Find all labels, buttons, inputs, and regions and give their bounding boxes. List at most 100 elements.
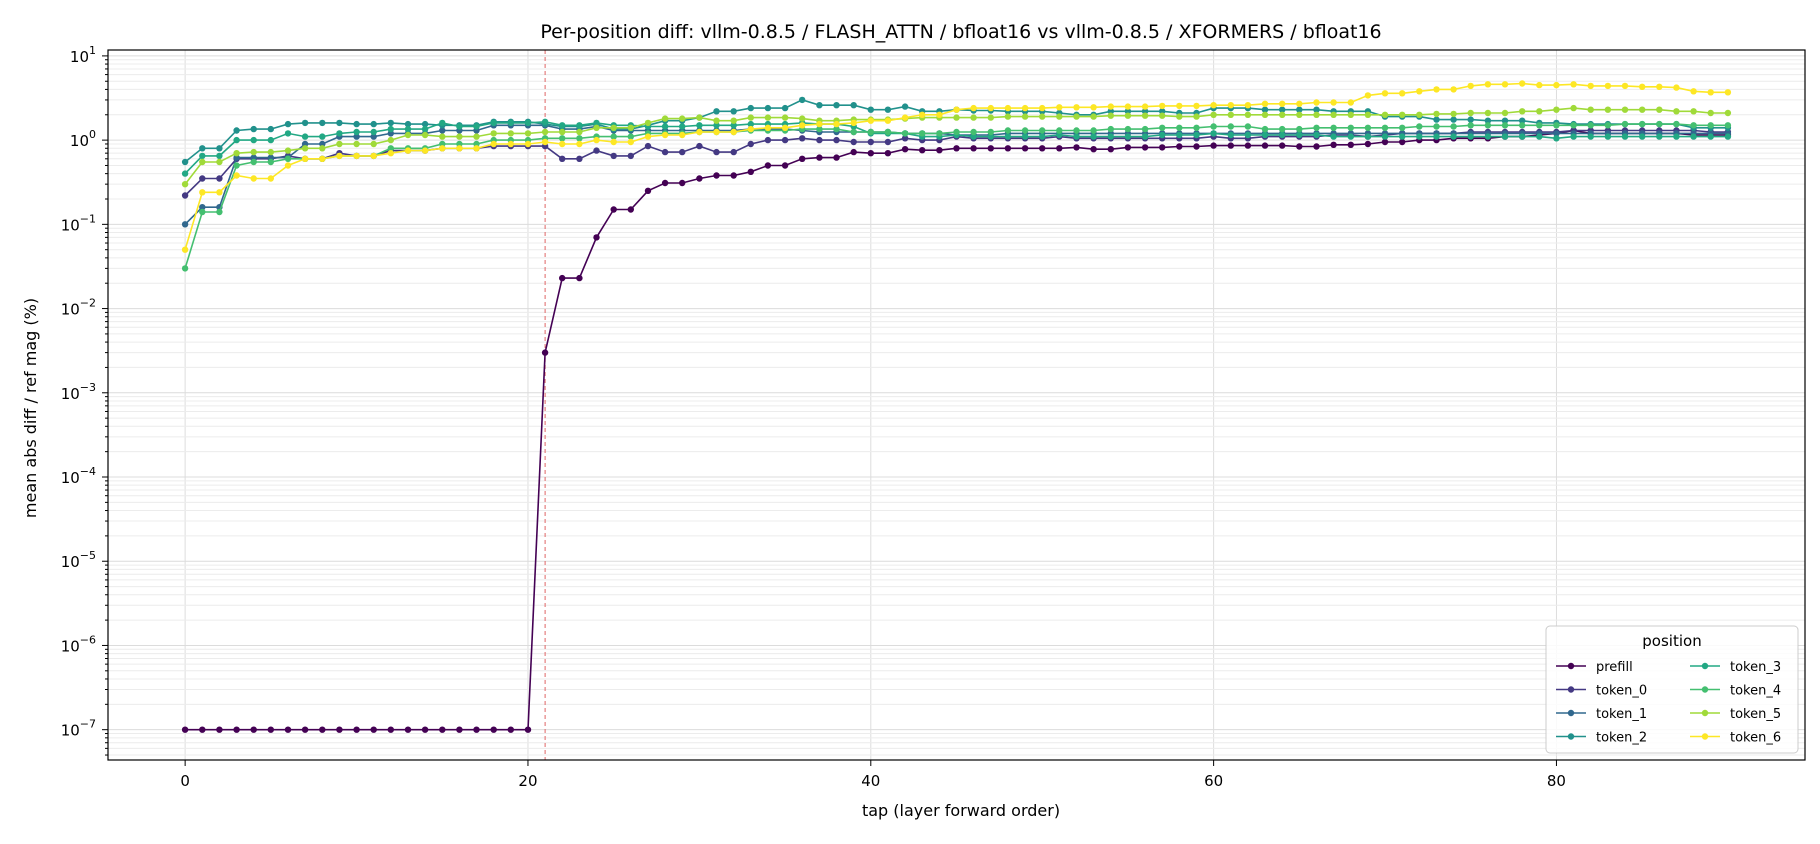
legend-item-token_4[interactable]: token_4 <box>1690 684 1781 699</box>
data-point <box>953 128 960 136</box>
data-point <box>284 162 292 169</box>
legend-item-token_3[interactable]: token_3 <box>1690 660 1781 675</box>
data-point <box>250 136 257 144</box>
data-point <box>1399 111 1406 119</box>
data-point <box>1107 108 1115 115</box>
data-point <box>1159 108 1166 115</box>
data-point <box>387 150 394 157</box>
data-point <box>1450 110 1457 118</box>
y-tick-label: 101 <box>70 44 96 66</box>
data-point <box>799 115 806 122</box>
data-point <box>1364 111 1372 119</box>
legend-marker <box>1567 662 1575 670</box>
legend-item-token_1[interactable]: token_1 <box>1556 707 1647 722</box>
data-point <box>267 175 274 182</box>
data-point <box>524 140 532 148</box>
data-point <box>353 133 360 140</box>
data-point <box>799 135 806 142</box>
data-point <box>644 187 652 194</box>
data-point <box>1279 125 1286 133</box>
y-tick-label: 10−6 <box>61 633 96 655</box>
data-point <box>1656 133 1663 140</box>
data-point <box>1381 138 1389 146</box>
data-point <box>1399 133 1406 140</box>
series-token_6 <box>181 80 1732 253</box>
data-point <box>284 130 292 137</box>
data-point <box>1604 106 1612 113</box>
data-point <box>1073 127 1080 134</box>
legend[interactable]: position prefill token_0 token_1 token_2 toke… <box>1545 625 1799 754</box>
data-point <box>507 726 514 733</box>
data-point <box>1399 124 1406 131</box>
data-point <box>284 120 292 128</box>
data-point <box>884 138 892 146</box>
data-point <box>987 128 994 136</box>
data-point <box>1159 102 1166 110</box>
data-point <box>1296 106 1303 113</box>
data-point <box>1039 104 1046 112</box>
data-point <box>1244 102 1252 109</box>
legend-item-token_2[interactable]: token_2 <box>1556 731 1647 746</box>
data-point <box>319 155 326 162</box>
data-point <box>1313 143 1320 150</box>
data-point <box>987 114 994 121</box>
data-point <box>1433 86 1440 93</box>
data-point <box>439 145 446 152</box>
data-point <box>1501 133 1509 140</box>
legend-label: token_0 <box>1596 684 1647 699</box>
data-point <box>884 117 892 124</box>
data-point <box>1090 113 1097 120</box>
data-point <box>610 138 617 146</box>
data-point <box>507 130 514 137</box>
data-point <box>1399 138 1406 146</box>
data-point <box>199 145 206 152</box>
y-tick-label: 10−1 <box>61 212 96 234</box>
data-point <box>1536 81 1543 89</box>
data-point <box>1587 82 1594 90</box>
data-point <box>336 726 343 733</box>
data-point <box>764 114 772 121</box>
data-point <box>353 152 360 160</box>
data-point <box>610 152 617 160</box>
legend-item-token_5[interactable]: token_5 <box>1690 707 1781 722</box>
data-point <box>610 133 617 140</box>
data-point <box>473 123 480 130</box>
data-point <box>1621 106 1629 113</box>
data-point <box>867 128 874 136</box>
y-tick-label: 10−4 <box>61 465 96 487</box>
data-point <box>370 140 377 148</box>
data-point <box>901 114 909 121</box>
data-point <box>1519 108 1526 115</box>
legend-item-token_0[interactable]: token_0 <box>1556 684 1647 699</box>
data-point <box>1141 103 1149 110</box>
data-point <box>421 726 429 733</box>
data-point <box>816 102 823 109</box>
x-tick-label: 80 <box>1547 772 1566 790</box>
data-point <box>679 115 686 122</box>
data-point <box>730 128 737 136</box>
data-point <box>576 155 583 162</box>
data-point <box>764 136 772 144</box>
data-point <box>1673 133 1680 140</box>
data-point <box>764 162 772 169</box>
legend-item-token_6[interactable]: token_6 <box>1690 731 1781 746</box>
data-point <box>1313 131 1320 139</box>
data-point <box>747 120 754 128</box>
legend-label: token_2 <box>1596 731 1647 746</box>
data-point <box>1159 124 1166 131</box>
legend-item-prefill[interactable]: prefill <box>1556 660 1633 675</box>
data-point <box>1433 116 1440 123</box>
data-point <box>267 136 274 144</box>
data-point <box>370 120 377 128</box>
series-prefill <box>181 127 1732 733</box>
data-point <box>216 189 223 196</box>
data-point <box>559 128 566 136</box>
data-point <box>1073 104 1080 111</box>
series-token_4 <box>181 120 1732 272</box>
data-point <box>1330 111 1337 119</box>
legend-marker <box>1567 709 1575 717</box>
data-point <box>1381 133 1389 140</box>
data-point <box>490 130 497 137</box>
data-point <box>816 154 823 161</box>
data-point <box>559 155 566 162</box>
